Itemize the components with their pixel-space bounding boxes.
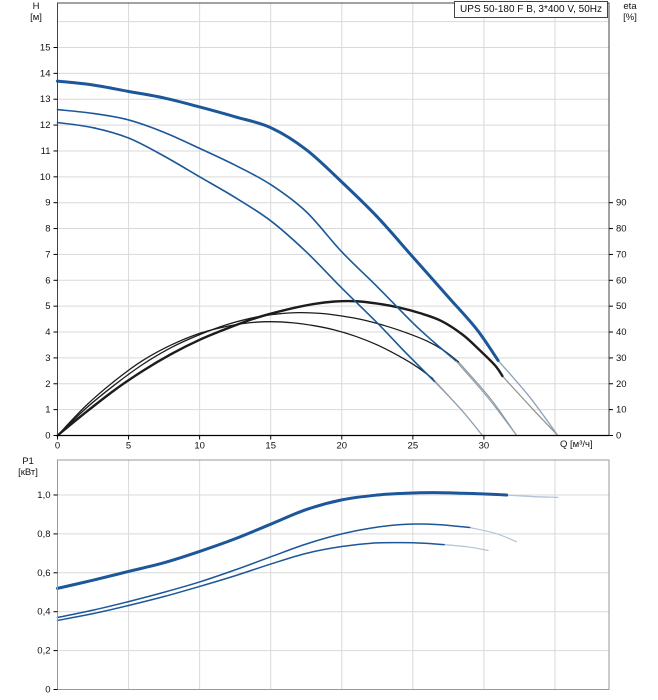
right-axis-title: eta [%] [613, 1, 647, 23]
head-efficiency-chart-axes: 0123456789101112131415010203040506070809… [40, 2, 627, 452]
tick-label: 5 [45, 301, 50, 312]
x-axis-title: Q [м³/ч] [560, 439, 593, 450]
tick-label: 25 [408, 441, 419, 452]
tick-label: 15 [265, 441, 276, 452]
pump-model-title: UPS 50-180 F B, 3*400 V, 50Hz [454, 1, 608, 18]
left-axis-title-line2: [м] [30, 12, 42, 23]
power-speed-2-curve [56, 523, 471, 619]
tick-label: 3 [45, 353, 50, 364]
tick-label: 1 [45, 405, 50, 416]
tick-label: 20 [336, 441, 347, 452]
left-axis-title-line1: H [32, 1, 40, 12]
head-speed-3-curve [56, 79, 500, 362]
tick-label: 70 [616, 249, 627, 260]
power-axis-title: P1 [кВт] [9, 456, 47, 478]
power-chart-series [56, 491, 559, 622]
left-axis-title: H [м] [21, 1, 51, 23]
eta-speed-2-curve [56, 311, 459, 437]
tick-label: 0 [45, 685, 50, 696]
tick-label: 13 [40, 94, 51, 105]
tick-label: 50 [616, 301, 627, 312]
power-speed-3-curve [56, 491, 509, 590]
tick-label: 2 [45, 379, 50, 390]
tick-label: 7 [45, 249, 50, 260]
tick-label: 11 [41, 146, 51, 157]
tick-label: 0 [45, 431, 50, 442]
eta-speed-3-tail [501, 375, 559, 437]
tick-label: 8 [45, 224, 50, 235]
tick-label: 4 [45, 327, 50, 338]
tick-label: 12 [40, 120, 51, 131]
tick-label: 14 [40, 68, 51, 79]
head-speed-2-tail [454, 359, 518, 437]
tick-label: 0,6 [37, 568, 50, 579]
head-efficiency-chart-series [56, 79, 559, 437]
eta-speed-3-curve [56, 299, 504, 437]
tick-label: 0 [55, 441, 60, 452]
tick-label: 10 [40, 172, 51, 183]
head-speed-2-curve [56, 108, 457, 362]
head-speed-1-curve [56, 121, 435, 382]
head-speed-1-tail [433, 380, 484, 437]
tick-label: 90 [616, 198, 627, 209]
tick-label: 30 [616, 353, 627, 364]
tick-label: 60 [616, 275, 627, 286]
tick-label: 30 [479, 441, 490, 452]
tick-label: 5 [126, 441, 131, 452]
head-efficiency-chart-grid [57, 3, 609, 436]
tick-label: 0,2 [37, 646, 50, 657]
power-speed-2-tail [469, 526, 518, 543]
tick-label: 6 [45, 275, 50, 286]
tick-label: 1,0 [37, 490, 50, 501]
right-axis-title-line1: eta [623, 1, 637, 12]
tick-label: 80 [616, 224, 627, 235]
tick-label: 20 [616, 379, 627, 390]
tick-label: 15 [40, 42, 51, 53]
power-chart-grid [57, 460, 609, 690]
tick-label: 0 [616, 431, 621, 442]
power-axis-title-line1: P1 [22, 456, 34, 467]
tick-label: 40 [616, 327, 627, 338]
head-speed-3-tail [497, 359, 559, 437]
tick-label: 10 [616, 405, 627, 416]
tick-label: 9 [45, 198, 50, 209]
power-speed-1-curve [56, 541, 445, 622]
power-speed-1-tail [443, 544, 489, 552]
tick-label: 0,4 [37, 607, 50, 618]
right-axis-title-line2: [%] [623, 12, 637, 23]
tick-label: 10 [194, 441, 205, 452]
power-axis-title-line2: [кВт] [18, 467, 38, 478]
power-chart-axes: 0 0,2 0,4 0,6 0,8 1,0 [37, 459, 610, 696]
power-speed-3-tail [506, 494, 559, 498]
tick-label: 0,8 [37, 529, 50, 540]
eta-speed-1-curve [56, 321, 434, 437]
